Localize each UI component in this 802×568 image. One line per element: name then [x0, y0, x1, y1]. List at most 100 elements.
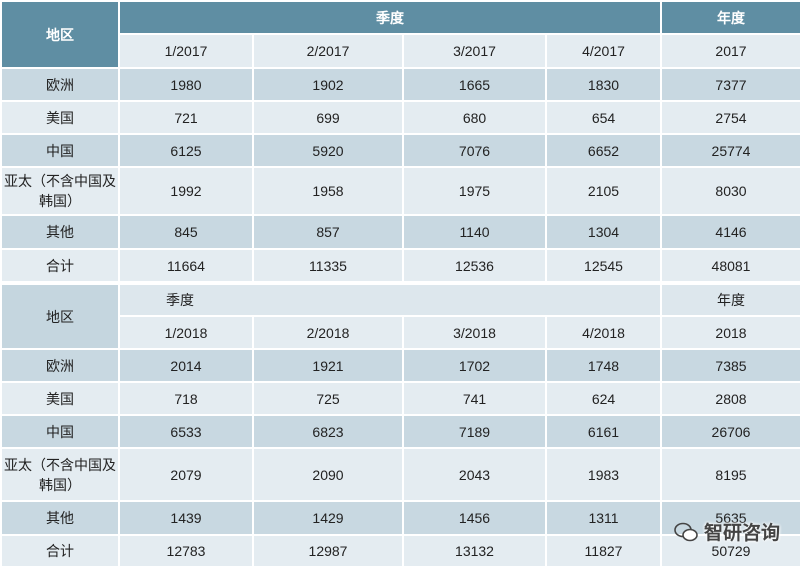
- value-cell: 12987: [252, 534, 404, 568]
- value-cell: 721: [118, 100, 254, 135]
- value-cell: 1140: [402, 214, 547, 250]
- value-cell: 2754: [660, 100, 802, 135]
- period-header: 4/2018: [545, 315, 662, 350]
- header-row: 地区 季度 年度: [0, 0, 802, 69]
- value-cell: 7377: [660, 67, 802, 102]
- region-cell: 其他: [0, 214, 120, 250]
- value-cell: 12783: [118, 534, 254, 568]
- data-row: 欧洲 1980 1902 1665 1830 7377: [0, 67, 802, 102]
- value-cell: 1992: [118, 166, 254, 216]
- value-cell: 718: [118, 381, 254, 416]
- value-cell: 1983: [545, 447, 662, 502]
- value-cell: 26706: [660, 414, 802, 449]
- value-cell: 2043: [402, 447, 547, 502]
- value-cell: 1702: [402, 348, 547, 383]
- value-cell: 741: [402, 381, 547, 416]
- year-header: 年度: [660, 283, 802, 317]
- period-header: 1/2017: [118, 33, 254, 69]
- value-cell: 5635: [660, 500, 802, 536]
- region-cell: 中国: [0, 414, 120, 449]
- region-header: 地区: [0, 283, 120, 350]
- data-table: 地区 季度 年度 1/2018 2/2018 3/2018 4/2018 2018 欧洲 2014…: [0, 283, 802, 568]
- data-row: 欧洲 2014 1921 1702 1748 7385: [0, 348, 802, 383]
- value-cell: 680: [402, 100, 547, 135]
- value-cell: 13132: [402, 534, 547, 568]
- data-row: 中国 6533 6823 7189 6161 26706: [0, 414, 802, 449]
- value-cell: 1311: [545, 500, 662, 536]
- value-cell: 12536: [402, 248, 547, 283]
- data-row: 其他 845 857 1140 1304 4146: [0, 214, 802, 250]
- header-row: 地区 季度 年度: [0, 283, 802, 350]
- region-cell: 亚太（不含中国及韩国）: [0, 166, 120, 216]
- region-cell: 欧洲: [0, 67, 120, 102]
- period-header: 3/2017: [402, 33, 547, 69]
- data-row: 亚太（不含中国及韩国） 1992 1958 1975 2105 8030: [0, 166, 802, 216]
- value-cell: 857: [252, 214, 404, 250]
- watermark-text: 智研咨询: [703, 523, 780, 544]
- value-cell: 6823: [252, 414, 404, 449]
- quarter-header: 季度: [118, 0, 662, 35]
- value-cell: 699: [252, 100, 404, 135]
- region-cell: 美国: [0, 100, 120, 135]
- value-cell: 25774: [660, 133, 802, 168]
- watermark: 智研咨询: [674, 518, 780, 545]
- value-cell: 11335: [252, 248, 404, 283]
- region-cell: 美国: [0, 381, 120, 416]
- value-cell: 50729: [660, 534, 802, 568]
- value-cell: 845: [118, 214, 254, 250]
- value-cell: 8030: [660, 166, 802, 216]
- value-cell: 7385: [660, 348, 802, 383]
- period-row: 1/2017 2/2017 3/2017 4/2017 2017: [1, 33, 802, 69]
- value-cell: 8195: [660, 447, 802, 502]
- period-row: 1/2018 2/2018 3/2018 4/2018 2018: [1, 315, 802, 350]
- value-cell: 725: [252, 381, 404, 416]
- value-cell: 6652: [545, 133, 662, 168]
- region-cell: 其他: [0, 500, 120, 536]
- region-cell: 欧洲: [0, 348, 120, 383]
- value-cell: 4146: [660, 214, 802, 250]
- region-cell: 合计: [0, 248, 120, 283]
- period-header: 3/2018: [402, 315, 547, 350]
- value-cell: 1958: [252, 166, 404, 216]
- value-cell: 11664: [118, 248, 254, 283]
- data-table: 地区 季度 年度 1/2017 2/2017 3/2017 4/2017 2017 欧洲 1980…: [0, 0, 802, 283]
- data-row: 美国 718 725 741 624 2808: [0, 381, 802, 416]
- period-header: 2018: [660, 315, 802, 350]
- value-cell: 6125: [118, 133, 254, 168]
- value-cell: 2090: [252, 447, 404, 502]
- period-header: 2/2018: [252, 315, 404, 350]
- value-cell: 1975: [402, 166, 547, 216]
- data-row: 亚太（不含中国及韩国） 2079 2090 2043 1983 8195: [0, 447, 802, 502]
- wechat-icon: [674, 522, 698, 541]
- value-cell: 5920: [252, 133, 404, 168]
- value-cell: 1665: [402, 67, 547, 102]
- value-cell: 2808: [660, 381, 802, 416]
- value-cell: 1429: [252, 500, 404, 536]
- value-cell: 1456: [402, 500, 547, 536]
- period-header: 2017: [660, 33, 802, 69]
- value-cell: 7189: [402, 414, 547, 449]
- period-header: 2/2017: [252, 33, 404, 69]
- value-cell: 2014: [118, 348, 254, 383]
- value-cell: 1902: [252, 67, 404, 102]
- region-cell: 亚太（不含中国及韩国）: [0, 447, 120, 502]
- value-cell: 1304: [545, 214, 662, 250]
- value-cell: 1830: [545, 67, 662, 102]
- value-cell: 48081: [660, 248, 802, 283]
- value-cell: 11827: [545, 534, 662, 568]
- data-row: 中国 6125 5920 7076 6652 25774: [0, 133, 802, 168]
- data-row: 美国 721 699 680 654 2754: [0, 100, 802, 135]
- value-cell: 624: [545, 381, 662, 416]
- value-cell: 7076: [402, 133, 547, 168]
- value-cell: 12545: [545, 248, 662, 283]
- year-header: 年度: [660, 0, 802, 35]
- period-header: 1/2018: [118, 315, 254, 350]
- value-cell: 654: [545, 100, 662, 135]
- period-header: 4/2017: [545, 33, 662, 69]
- region-cell: 中国: [0, 133, 120, 168]
- value-cell: 2105: [545, 166, 662, 216]
- data-row: 合计 11664 11335 12536 12545 48081: [0, 248, 802, 283]
- data-row: 其他 1439 1429 1456 1311 5635: [0, 500, 802, 536]
